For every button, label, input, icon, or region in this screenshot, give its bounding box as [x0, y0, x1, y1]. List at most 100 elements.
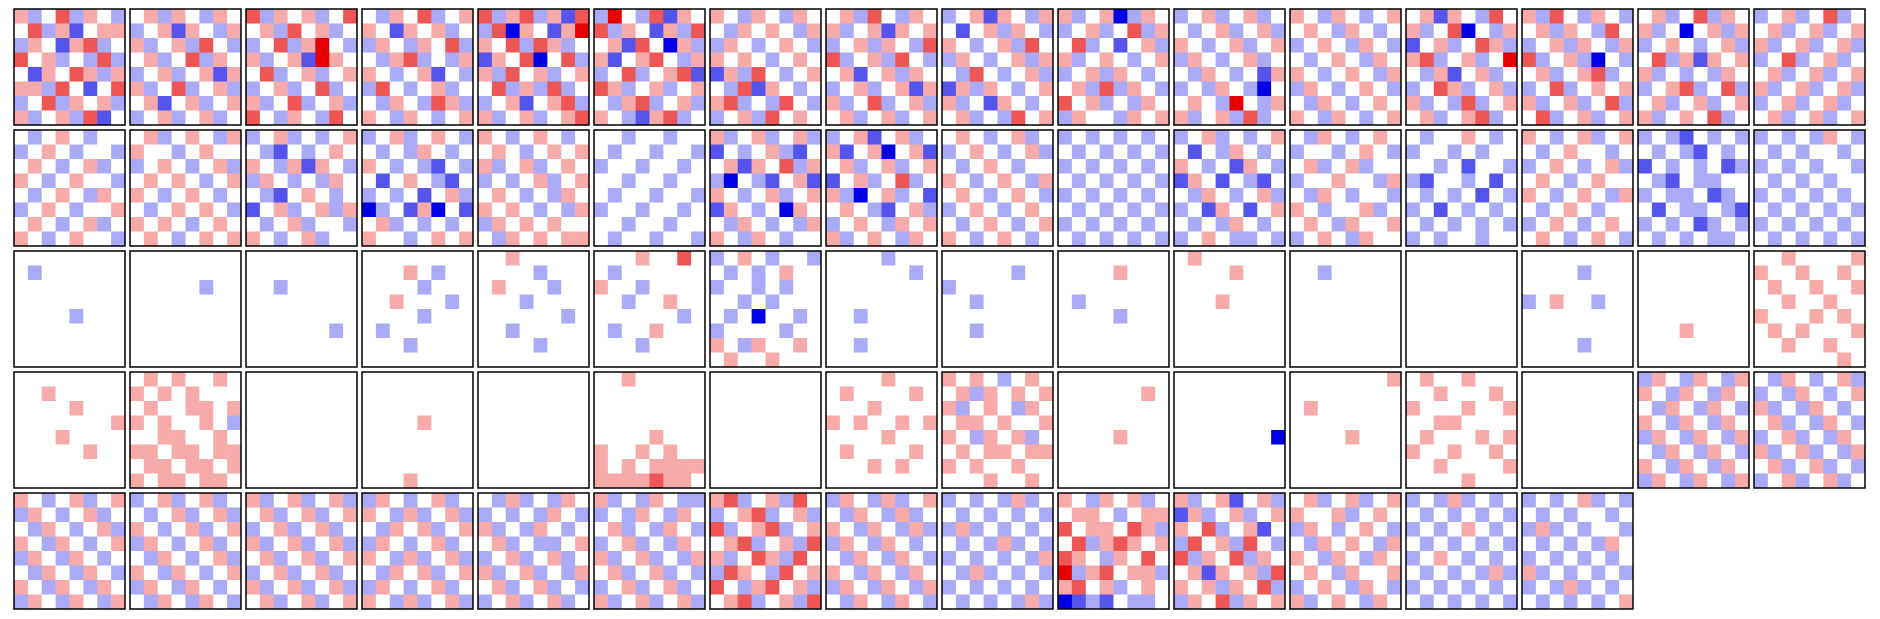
heatmap-cell	[1229, 52, 1244, 68]
heatmap-cell	[1011, 372, 1026, 387]
heatmap-cell	[505, 352, 520, 368]
heatmap-cell	[1039, 173, 1054, 189]
heatmap-cell	[1201, 507, 1216, 523]
heatmap-cell	[561, 202, 576, 218]
heatmap-cell	[533, 23, 548, 39]
heatmap-cell	[1127, 444, 1142, 460]
heatmap-cell	[1373, 159, 1388, 174]
heatmap-cell	[1837, 110, 1852, 126]
heatmap-cell	[343, 459, 358, 474]
heatmap-cell	[1651, 96, 1667, 111]
heatmap-cell	[171, 217, 186, 232]
heatmap-cell	[375, 81, 391, 97]
panel-frame	[1405, 371, 1518, 489]
heatmap-cell	[807, 473, 822, 489]
heatmap-cell	[997, 265, 1012, 281]
heatmap-cell	[969, 594, 984, 610]
heatmap-cell	[259, 23, 275, 39]
heatmap-cell	[1638, 67, 1653, 82]
heatmap-cell	[1257, 96, 1272, 111]
heatmap-cell	[1373, 96, 1388, 111]
heatmap-cell	[1577, 52, 1592, 68]
heatmap-cell	[955, 430, 971, 445]
heatmap-cell	[111, 52, 126, 68]
heatmap-cell	[1433, 323, 1448, 339]
heatmap-cell	[111, 580, 126, 595]
heatmap-cell	[97, 110, 112, 126]
heatmap-cell	[1619, 430, 1634, 445]
heatmap-cell	[533, 173, 548, 189]
heatmap-cell	[594, 96, 609, 111]
heatmap-cell	[561, 9, 576, 24]
heatmap-cell	[663, 551, 678, 566]
heatmap-cell	[649, 372, 664, 387]
heatmap-cell	[1243, 173, 1258, 189]
heatmap-cell	[547, 251, 562, 266]
heatmap-cell	[677, 338, 692, 353]
heatmap-cell	[1303, 188, 1319, 203]
heatmap-cell	[329, 444, 344, 460]
heatmap-cell	[431, 551, 446, 566]
heatmap-cell	[547, 280, 562, 295]
heatmap-cell	[765, 338, 780, 353]
heatmap-cell	[1039, 130, 1054, 145]
heatmap-cell	[1387, 459, 1402, 474]
heatmap-cell	[839, 231, 855, 247]
heatmap-cell	[751, 52, 766, 68]
heatmap-cell	[1303, 67, 1319, 82]
heatmap-cell	[1489, 338, 1504, 353]
heatmap-cell	[329, 309, 344, 324]
heatmap-cell	[1271, 280, 1286, 295]
heatmap-cell	[1243, 251, 1258, 266]
heatmap-cell	[287, 594, 302, 610]
heatmap-cell	[1290, 67, 1305, 82]
heatmap-cell	[343, 9, 358, 24]
heatmap-cell	[1271, 251, 1286, 266]
heatmap-cell	[1433, 144, 1448, 160]
panel-frame	[709, 129, 822, 247]
heatmap-cell	[663, 522, 678, 537]
heatmap-cell	[895, 522, 910, 537]
heatmap-cell	[83, 38, 98, 53]
heatmap-cell	[663, 144, 678, 160]
heatmap-cell	[751, 81, 766, 97]
heatmap-cell	[677, 493, 692, 508]
heatmap-cell	[157, 130, 172, 145]
heatmap-cell	[389, 473, 404, 489]
heatmap-cell	[259, 96, 275, 111]
heatmap-panel	[1173, 129, 1286, 247]
heatmap-cell	[635, 522, 650, 537]
heatmap-cell	[1099, 217, 1114, 232]
heatmap-cell	[213, 52, 228, 68]
heatmap-cell	[1665, 110, 1680, 126]
heatmap-cell	[1025, 415, 1040, 431]
heatmap-cell	[1243, 159, 1258, 174]
heatmap-cell	[273, 352, 288, 368]
heatmap-cell	[143, 173, 159, 189]
heatmap-cell	[826, 459, 841, 474]
heatmap-cell	[1187, 188, 1203, 203]
heatmap-cell	[213, 493, 228, 508]
heatmap-cell	[621, 67, 636, 82]
heatmap-cell	[942, 38, 957, 53]
heatmap-cell	[301, 251, 316, 266]
heatmap-cell	[97, 507, 112, 523]
heatmap-cell	[793, 430, 808, 445]
heatmap-cell	[329, 231, 344, 247]
heatmap-cell	[1721, 323, 1736, 339]
panel-frame	[477, 250, 590, 368]
heatmap-cell	[1359, 473, 1374, 489]
heatmap-cell	[27, 294, 43, 310]
heatmap-cell	[69, 96, 84, 111]
heatmap-cell	[362, 251, 377, 266]
heatmap-cell	[955, 217, 971, 232]
heatmap-cell	[793, 159, 808, 174]
heatmap-cell	[14, 309, 29, 324]
heatmap-cell	[343, 96, 358, 111]
heatmap-cell	[1503, 265, 1518, 281]
heatmap-cell	[691, 188, 706, 203]
heatmap-cell	[97, 352, 112, 368]
heatmap-cell	[1693, 386, 1708, 402]
heatmap-cell	[575, 507, 590, 523]
heatmap-cell	[575, 144, 590, 160]
